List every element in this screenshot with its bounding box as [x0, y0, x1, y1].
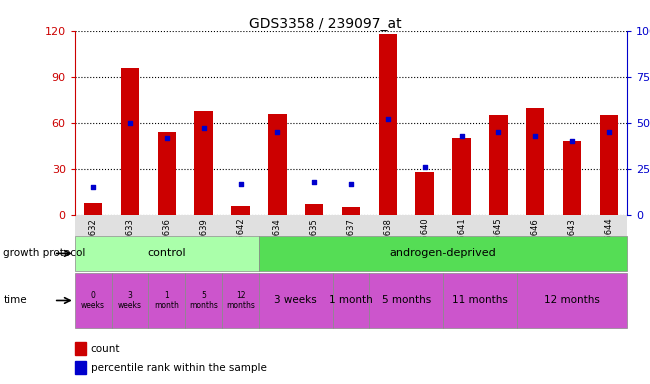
- Text: 3
weeks: 3 weeks: [118, 291, 142, 310]
- Point: [567, 138, 577, 144]
- Bar: [84, 203, 103, 215]
- Bar: [194, 111, 213, 215]
- Text: GDS3358 / 239097_at: GDS3358 / 239097_at: [249, 17, 401, 31]
- Point: [272, 129, 283, 135]
- Bar: [526, 108, 545, 215]
- Bar: [489, 115, 508, 215]
- Point: [346, 180, 356, 187]
- Point: [309, 179, 319, 185]
- Bar: [305, 204, 324, 215]
- Point: [419, 164, 430, 170]
- Text: 5
months: 5 months: [189, 291, 218, 310]
- Text: androgen-deprived: androgen-deprived: [390, 248, 497, 258]
- Text: percentile rank within the sample: percentile rank within the sample: [90, 363, 266, 373]
- Text: control: control: [148, 248, 186, 258]
- Point: [235, 180, 246, 187]
- Bar: [268, 114, 287, 215]
- Point: [162, 134, 172, 141]
- Bar: [231, 206, 250, 215]
- Bar: [452, 138, 471, 215]
- Bar: [75, 361, 86, 374]
- Text: 11 months: 11 months: [452, 295, 508, 306]
- Point: [493, 129, 504, 135]
- Text: 12 months: 12 months: [544, 295, 600, 306]
- Point: [530, 133, 540, 139]
- Text: count: count: [90, 344, 120, 354]
- Text: growth protocol: growth protocol: [3, 248, 86, 258]
- Point: [604, 129, 614, 135]
- Bar: [599, 115, 618, 215]
- Text: 0
weeks: 0 weeks: [81, 291, 105, 310]
- Bar: [121, 68, 139, 215]
- Bar: [342, 207, 360, 215]
- Point: [198, 125, 209, 131]
- Text: 5 months: 5 months: [382, 295, 431, 306]
- Point: [456, 133, 467, 139]
- Bar: [157, 132, 176, 215]
- Bar: [379, 34, 397, 215]
- Text: 1 month: 1 month: [329, 295, 373, 306]
- Bar: [415, 172, 434, 215]
- Point: [88, 184, 98, 190]
- Bar: [563, 141, 581, 215]
- Text: 3 weeks: 3 weeks: [274, 295, 317, 306]
- Point: [383, 116, 393, 122]
- Bar: [75, 342, 86, 355]
- Text: 12
months: 12 months: [226, 291, 255, 310]
- Text: time: time: [3, 295, 27, 306]
- Text: 1
month: 1 month: [155, 291, 179, 310]
- Point: [125, 120, 135, 126]
